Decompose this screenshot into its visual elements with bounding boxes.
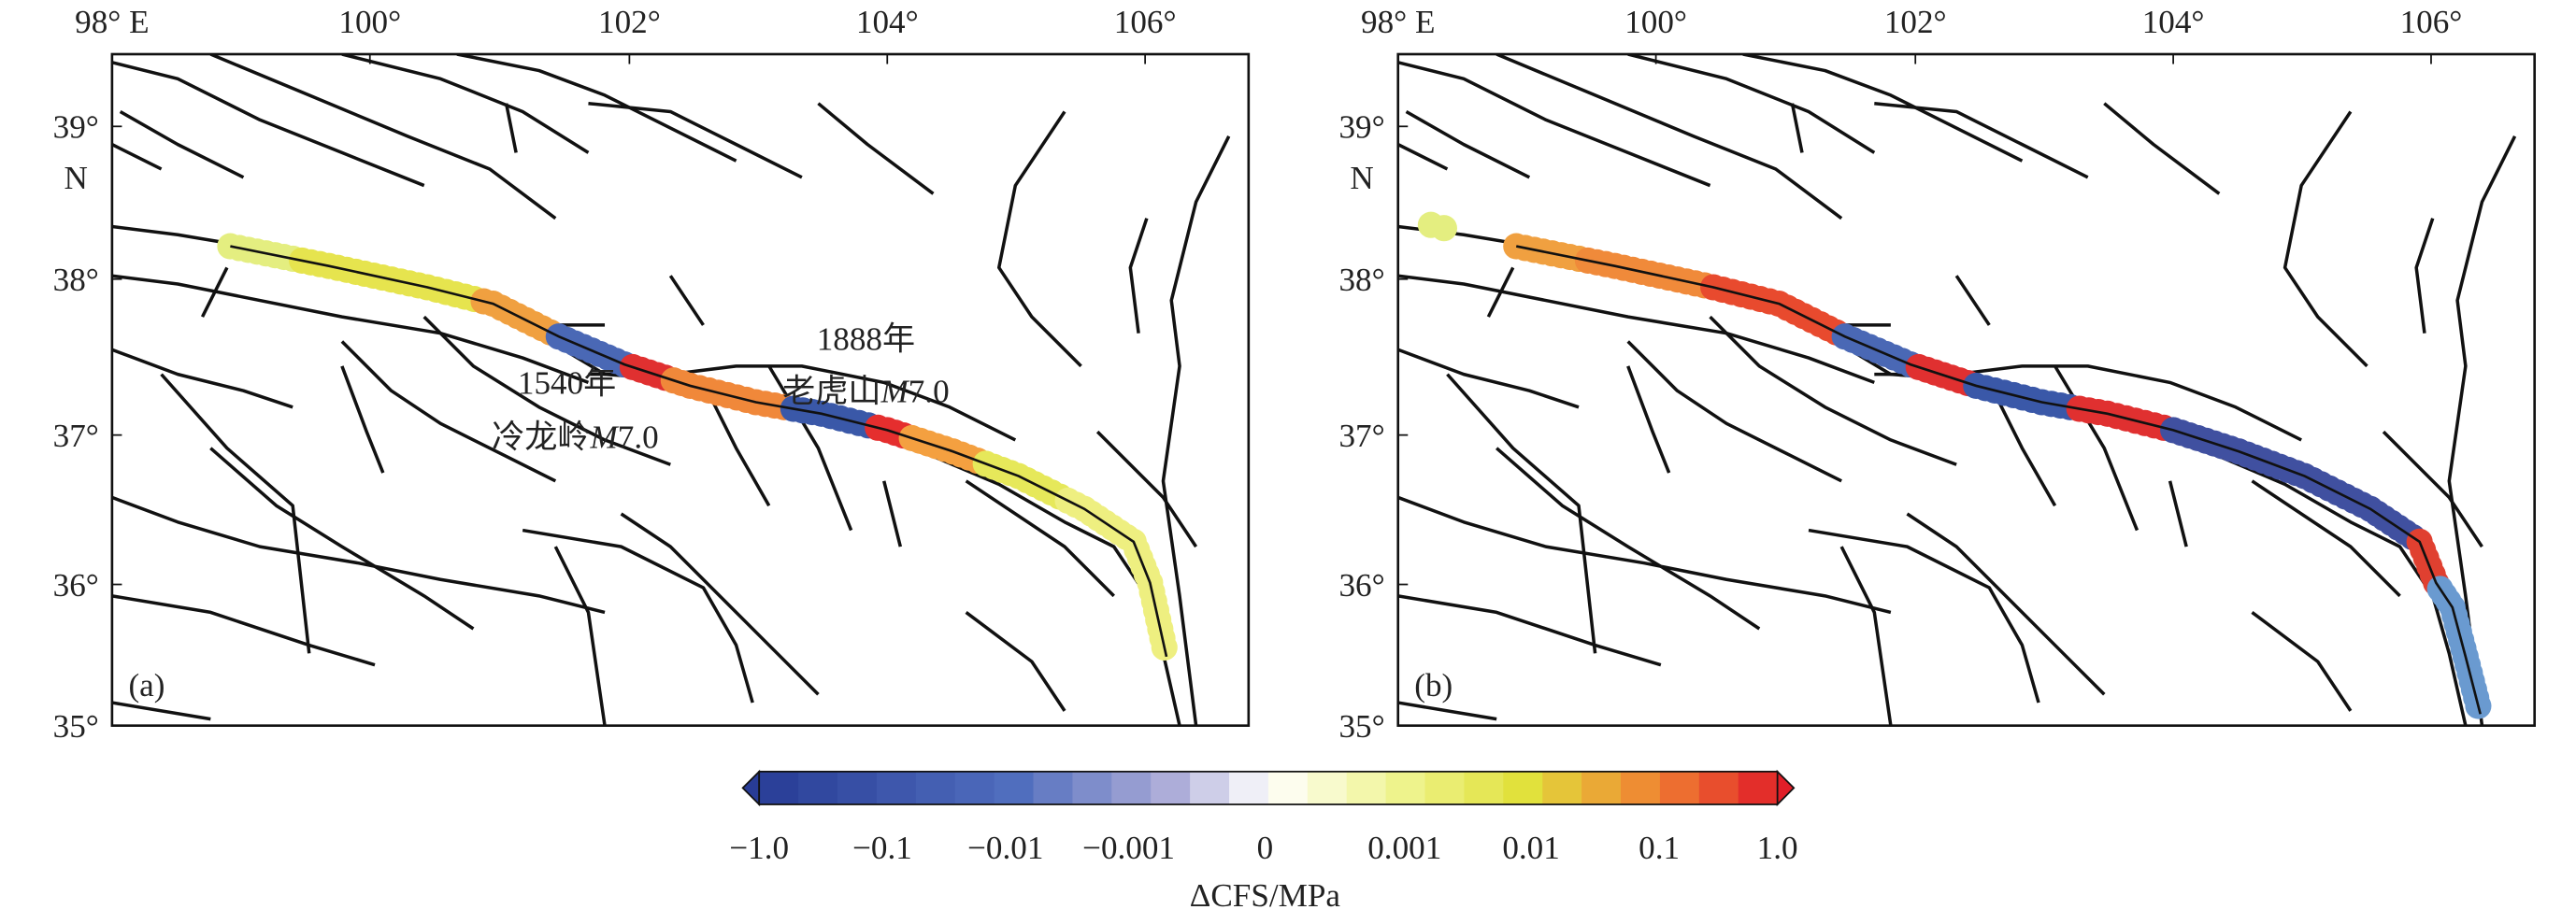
y-tick-label: 35° bbox=[53, 708, 99, 745]
x-tick-label: 106° bbox=[1114, 4, 1177, 40]
colorbar-tick-label: 0.001 bbox=[1367, 830, 1441, 866]
colorbar-cell bbox=[1621, 771, 1661, 804]
colorbar-cell bbox=[798, 771, 838, 804]
colorbar-cell bbox=[837, 771, 878, 804]
colorbar-tick-label: −1.0 bbox=[729, 830, 789, 866]
colorbar-end bbox=[1776, 769, 1796, 807]
x-tick-label: 106° bbox=[2400, 4, 2463, 40]
colorbar-cell bbox=[1581, 771, 1622, 804]
event-place: 老虎山 bbox=[782, 374, 880, 410]
y-unit: N bbox=[1350, 160, 1373, 196]
y-tick-label: 39° bbox=[1338, 109, 1384, 146]
colorbar-cell bbox=[1659, 771, 1700, 804]
colorbar-cell bbox=[1267, 771, 1309, 804]
y-tick-label: 36° bbox=[1338, 567, 1384, 604]
colorbar-cell bbox=[1229, 771, 1269, 804]
magnitude-value: 7.0 bbox=[909, 374, 950, 410]
map-content bbox=[111, 53, 1231, 726]
colorbar-label: ΔCFS/MPa bbox=[1190, 877, 1341, 914]
stress-dot bbox=[1430, 215, 1457, 242]
colorbar-cell bbox=[994, 771, 1035, 804]
panel-label: (a) bbox=[128, 667, 165, 704]
colorbar-cell bbox=[1033, 771, 1074, 804]
y-tick-label: 38° bbox=[1338, 262, 1384, 298]
colorbar-cell bbox=[1738, 771, 1779, 804]
colorbar-cell bbox=[915, 771, 956, 804]
y-tick-label: 37° bbox=[53, 418, 99, 454]
colorbar-cell bbox=[1151, 771, 1191, 804]
colorbar-frame bbox=[758, 770, 1779, 805]
y-tick-label: 39° bbox=[53, 109, 99, 146]
colorbar-tick-label: 0.1 bbox=[1639, 830, 1680, 866]
main-fault bbox=[230, 245, 1168, 658]
colorbar-cell bbox=[1346, 771, 1387, 804]
x-tick-label: 102° bbox=[1884, 4, 1947, 40]
colorbar-tick-label: 1.0 bbox=[1757, 830, 1798, 866]
colorbar-cell bbox=[1307, 771, 1348, 804]
colorbar-tick-label: −0.001 bbox=[1082, 830, 1175, 866]
colorbar-cell bbox=[1503, 771, 1544, 804]
event-place: 冷龙岭 bbox=[492, 419, 590, 456]
colorbar-cell bbox=[1190, 771, 1230, 804]
colorbar-tick-label: 0.01 bbox=[1502, 830, 1559, 866]
colorbar-cell bbox=[1542, 771, 1583, 804]
colorbar-cell bbox=[954, 771, 995, 804]
x-tick-label: 104° bbox=[2142, 4, 2205, 40]
colorbar-cell bbox=[759, 771, 799, 804]
colorbar-cell bbox=[1072, 771, 1113, 804]
colorbar-tick-label: −0.1 bbox=[852, 830, 912, 866]
colorbar-tick-label: 0 bbox=[1257, 830, 1274, 866]
x-tick-label: 98° E bbox=[75, 4, 149, 40]
y-tick-label: 38° bbox=[53, 262, 99, 298]
magnitude-value: 7.0 bbox=[618, 419, 659, 456]
x-tick-label: 104° bbox=[856, 4, 919, 40]
panel-label: (b) bbox=[1414, 667, 1453, 704]
event-year: 1888年 bbox=[817, 320, 915, 357]
x-tick-label: 100° bbox=[1624, 4, 1687, 40]
event-name: 冷龙岭M7.0 bbox=[492, 419, 659, 456]
x-tick-label: 98° E bbox=[1361, 4, 1435, 40]
magnitude-symbol: M bbox=[880, 374, 910, 410]
colorbar-tick-label: −0.01 bbox=[967, 830, 1043, 866]
colorbar-cell bbox=[1698, 771, 1739, 804]
colorbar-cell bbox=[1111, 771, 1152, 804]
colorbar-end bbox=[741, 769, 761, 807]
map-panel bbox=[110, 52, 1251, 727]
x-tick-label: 102° bbox=[598, 4, 661, 40]
map-content bbox=[1397, 53, 2517, 726]
y-unit: N bbox=[64, 160, 88, 196]
event-name: 老虎山M7.0 bbox=[782, 374, 950, 410]
x-tick-label: 100° bbox=[338, 4, 401, 40]
colorbar-cell bbox=[876, 771, 917, 804]
map-panel bbox=[1396, 52, 2536, 727]
colorbar-cell bbox=[1385, 771, 1426, 804]
colorbar-cell bbox=[1424, 771, 1466, 804]
magnitude-symbol: M bbox=[590, 419, 620, 456]
colorbar-cell bbox=[1464, 771, 1505, 804]
main-fault bbox=[1515, 245, 2482, 715]
y-tick-label: 36° bbox=[53, 567, 99, 604]
event-year: 1540年 bbox=[518, 365, 616, 402]
y-tick-label: 37° bbox=[1338, 418, 1384, 454]
y-tick-label: 35° bbox=[1338, 708, 1384, 745]
